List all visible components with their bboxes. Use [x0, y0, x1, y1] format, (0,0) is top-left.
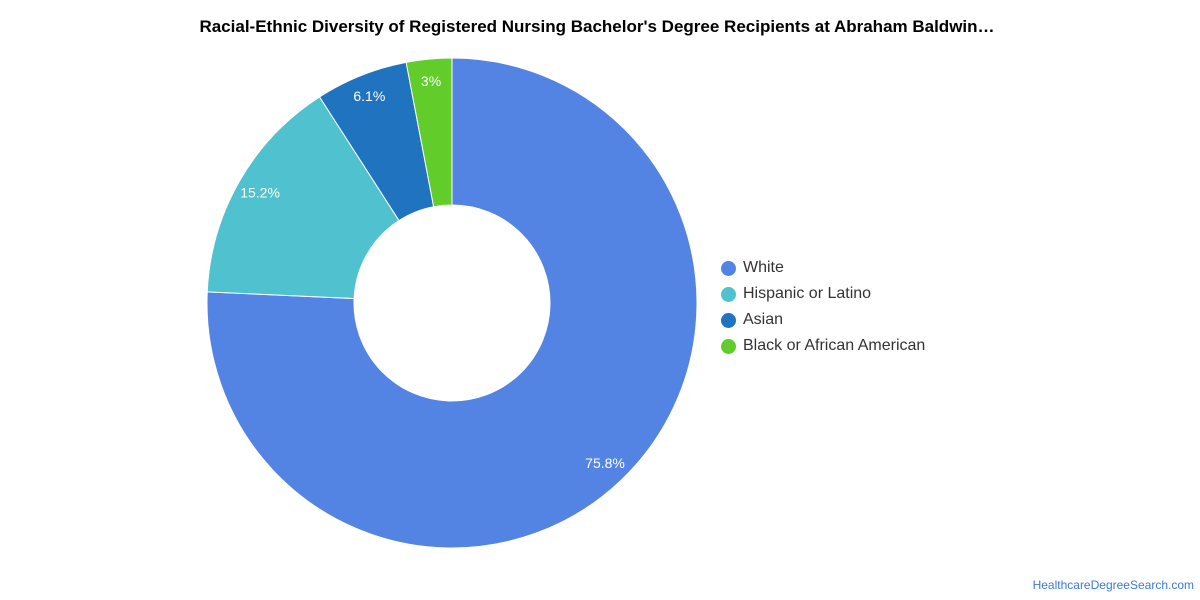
legend-swatch — [721, 338, 736, 354]
slice-label-black-or-african-american: 3% — [421, 73, 441, 89]
legend-label: Hispanic or Latino — [743, 285, 872, 302]
legend-swatch — [721, 312, 736, 328]
legend-item-white[interactable]: White — [721, 255, 925, 281]
slice-black-or-african-american[interactable] — [405, 57, 453, 208]
legend-label: Black or African American — [743, 337, 926, 354]
source-credit-link[interactable]: HealthcareDegreeSearch.com — [1032, 578, 1194, 592]
chart-title: Racial-Ethnic Diversity of Registered Nu… — [199, 17, 995, 36]
legend-item-hispanic-or-latino[interactable]: Hispanic or Latino — [721, 281, 925, 307]
legend-item-black-or-african-american[interactable]: Black or African American — [721, 333, 925, 359]
slice-white[interactable] — [206, 57, 698, 549]
chart-legend: White Hispanic or Latino Asian Black or Afr… — [721, 255, 925, 359]
slice-label-hispanic-or-latino: 15.2% — [240, 184, 280, 200]
legend-label: White — [743, 259, 784, 276]
slice-hispanic-or-latino[interactable] — [206, 96, 400, 300]
legend-swatch — [721, 260, 736, 276]
slice-label-white: 75.8% — [585, 455, 625, 471]
legend-item-asian[interactable]: Asian — [721, 307, 925, 333]
slice-label-asian: 6.1% — [353, 88, 385, 104]
legend-label: Asian — [743, 311, 784, 328]
legend-swatch — [721, 286, 736, 302]
